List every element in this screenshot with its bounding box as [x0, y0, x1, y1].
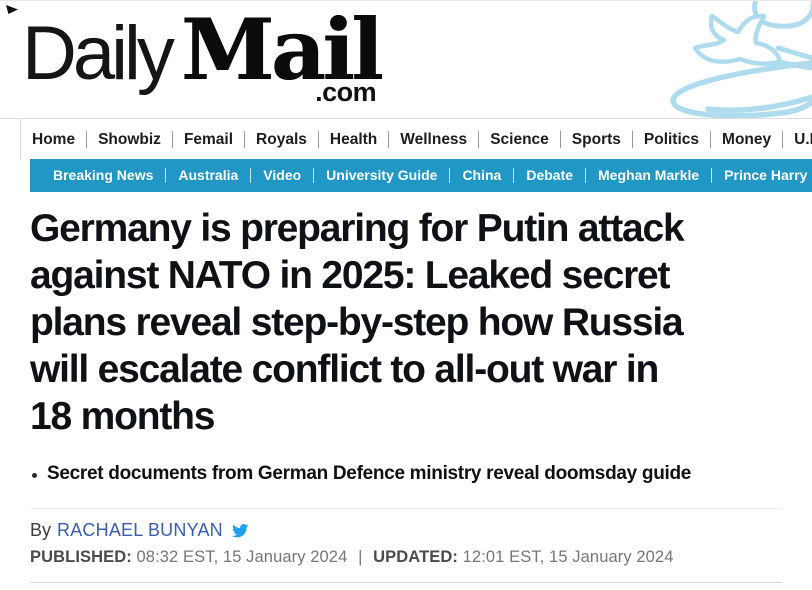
headline-line: plans reveal step-by-step how Russia	[30, 301, 684, 344]
breaking-item-breaking-news[interactable]: Breaking News	[41, 168, 167, 183]
nav-item-politics[interactable]: Politics	[633, 130, 712, 148]
updated-value: 12:01 EST, 15 January 2024	[462, 548, 674, 566]
nav-item-money[interactable]: Money	[711, 130, 784, 148]
logo-mail-text: Mail	[180, 0, 383, 99]
published-label: PUBLISHED:	[30, 548, 132, 566]
breaking-item-prince-harry[interactable]: Prince Harry	[712, 168, 812, 183]
breaking-item-china[interactable]: China	[450, 168, 515, 183]
breaking-item-australia[interactable]: Australia	[166, 168, 252, 183]
nav-item-science[interactable]: Science	[479, 130, 561, 148]
corner-artifact	[6, 5, 18, 14]
breaking-news-bar: Breaking News Australia Video University…	[30, 159, 812, 192]
breaking-item-university-guide[interactable]: University Guide	[314, 168, 451, 183]
article-body: Germany is preparing for Putin attack ag…	[0, 205, 812, 583]
byline-prefix: By	[30, 520, 52, 540]
nav-left-hairline	[20, 119, 21, 159]
headline-line: 18 months	[30, 395, 215, 438]
publish-info: PUBLISHED: 08:32 EST, 15 January 2024 | …	[30, 548, 782, 567]
byline: By RACHAEL BUNYAN	[30, 520, 782, 541]
headline-line: will escalate conflict to all-out war in	[30, 348, 659, 391]
masthead: Daily Mail .com	[0, 1, 812, 118]
bullet-dot	[32, 472, 37, 478]
nav-item-wellness[interactable]: Wellness	[389, 130, 480, 148]
divider	[30, 582, 782, 583]
crest-decoration	[670, 1, 812, 119]
bullet-text: Secret documents from German Defence min…	[47, 463, 692, 484]
author-link[interactable]: RACHAEL BUNYAN	[57, 520, 223, 540]
nav-item-health[interactable]: Health	[319, 130, 390, 148]
nav-item-home[interactable]: Home	[21, 130, 88, 148]
bullet-item: Secret documents from German Defence min…	[30, 463, 782, 485]
twitter-icon[interactable]	[231, 522, 249, 540]
logo-daily-text: Daily	[22, 11, 175, 96]
updated-label: UPDATED:	[373, 548, 458, 566]
nav-item-royals[interactable]: Royals	[245, 130, 319, 148]
logo-dotcom-text: .com	[315, 76, 377, 107]
nav-item-uk[interactable]: U.K.	[794, 130, 812, 148]
nav-item-showbiz[interactable]: Showbiz	[87, 130, 173, 148]
nav-item-sports[interactable]: Sports	[561, 130, 633, 148]
nav-item-femail[interactable]: Femail	[173, 130, 246, 148]
breaking-item-meghan-markle[interactable]: Meghan Markle	[586, 168, 713, 183]
divider	[30, 508, 782, 509]
breaking-item-debate[interactable]: Debate	[514, 168, 587, 183]
breaking-item-video[interactable]: Video	[251, 168, 315, 183]
article-headline: Germany is preparing for Putin attack ag…	[30, 205, 782, 440]
primary-nav: Home Showbiz Femail Royals Health Wellne…	[0, 118, 812, 159]
publish-separator: |	[358, 548, 363, 566]
published-value: 08:32 EST, 15 January 2024	[136, 548, 348, 566]
headline-line: against NATO in 2025: Leaked secret	[30, 254, 671, 297]
headline-line: Germany is preparing for Putin attack	[30, 207, 685, 250]
dailymail-logo[interactable]: Daily Mail .com	[22, 0, 383, 108]
